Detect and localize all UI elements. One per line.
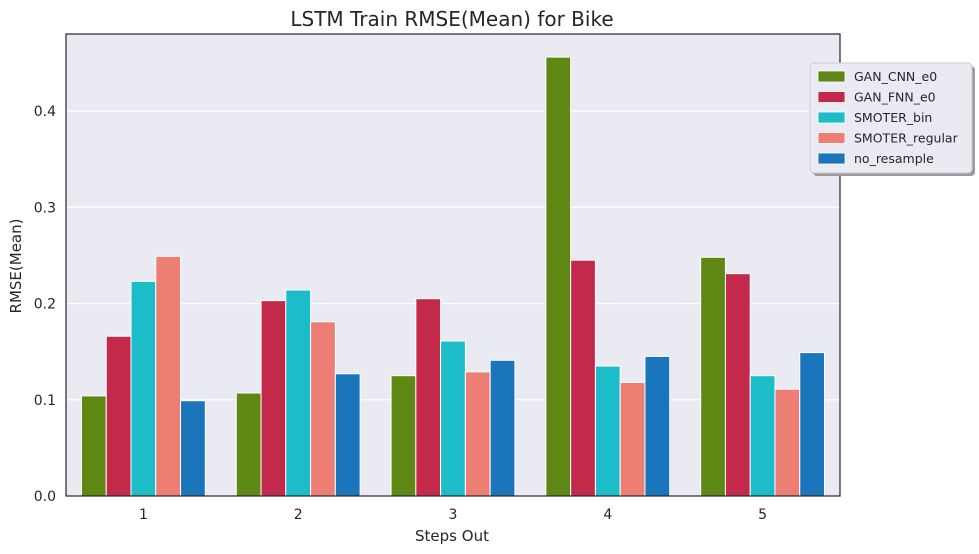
legend-label: SMOTER_regular bbox=[854, 131, 959, 146]
bar-gan-fnn-e0-2 bbox=[260, 300, 287, 497]
bar-gan-cnn-e0-2 bbox=[235, 392, 262, 497]
x-tick-label: 5 bbox=[758, 507, 767, 523]
x-tick-label: 1 bbox=[139, 507, 148, 523]
bar-smoter-bin-4 bbox=[594, 365, 621, 497]
bar-gan-cnn-e0-3 bbox=[390, 375, 417, 497]
legend: GAN_CNN_e0 GAN_FNN_e0 SMOTER_bin SMOTER_reg… bbox=[809, 62, 975, 176]
bar-no-resample-1 bbox=[180, 400, 206, 497]
legend-label: SMOTER_bin bbox=[854, 110, 932, 125]
y-tick-label: 0.0 bbox=[34, 489, 56, 505]
bar-smoter-bin-5 bbox=[749, 375, 776, 497]
legend-swatch bbox=[817, 152, 846, 165]
bar-smoter-regular-1 bbox=[155, 255, 182, 497]
bar-no-resample-4 bbox=[644, 355, 671, 497]
bar-no-resample-2 bbox=[334, 373, 361, 497]
bar-smoter-regular-4 bbox=[619, 381, 646, 497]
legend-swatch bbox=[817, 91, 846, 103]
bar-gan-cnn-e0-5 bbox=[700, 256, 726, 497]
legend-label: GAN_CNN_e0 bbox=[854, 69, 937, 84]
legend-swatch bbox=[817, 70, 846, 83]
bar-smoter-regular-3 bbox=[464, 371, 491, 497]
y-axis-ticks: 0.0 0.1 0.2 0.3 0.4 bbox=[34, 104, 56, 505]
y-axis-label: RMSE(Mean) bbox=[7, 219, 25, 314]
chart-title: LSTM Train RMSE(Mean) for Bike bbox=[290, 7, 613, 31]
x-axis-ticks: 1 2 3 4 5 bbox=[139, 507, 767, 523]
x-axis-label: Steps Out bbox=[415, 527, 489, 545]
legend-swatch bbox=[817, 132, 846, 144]
bar-smoter-bin-1 bbox=[130, 280, 157, 497]
bar-gan-fnn-e0-4 bbox=[570, 259, 596, 497]
bar-smoter-regular-5 bbox=[774, 388, 801, 497]
bar-no-resample-3 bbox=[489, 359, 516, 497]
bar-gan-cnn-e0-4 bbox=[545, 56, 572, 497]
x-tick-label: 2 bbox=[294, 507, 303, 523]
bar-gan-cnn-e0-1 bbox=[80, 395, 107, 497]
legend-label: GAN_FNN_e0 bbox=[854, 90, 936, 105]
x-tick-label: 4 bbox=[603, 507, 612, 523]
plot-frame bbox=[65, 33, 841, 497]
y-tick-label: 0.3 bbox=[34, 200, 56, 216]
bar-gan-fnn-e0-5 bbox=[724, 273, 751, 497]
bar-smoter-bin-2 bbox=[285, 289, 312, 497]
x-tick-label: 3 bbox=[449, 507, 458, 523]
bar-no-resample-5 bbox=[799, 352, 826, 497]
bars bbox=[80, 56, 826, 497]
bar-smoter-bin-3 bbox=[440, 340, 466, 497]
y-tick-label: 0.4 bbox=[34, 104, 56, 120]
bar-gan-fnn-e0-3 bbox=[415, 298, 442, 497]
legend-box bbox=[809, 62, 973, 174]
y-tick-label: 0.1 bbox=[34, 393, 56, 409]
legend-swatch bbox=[817, 111, 846, 124]
bar-gan-fnn-e0-1 bbox=[105, 335, 132, 497]
bar-smoter-regular-2 bbox=[310, 321, 336, 497]
y-tick-label: 0.2 bbox=[34, 297, 56, 313]
legend-label: no_resample bbox=[854, 151, 934, 166]
